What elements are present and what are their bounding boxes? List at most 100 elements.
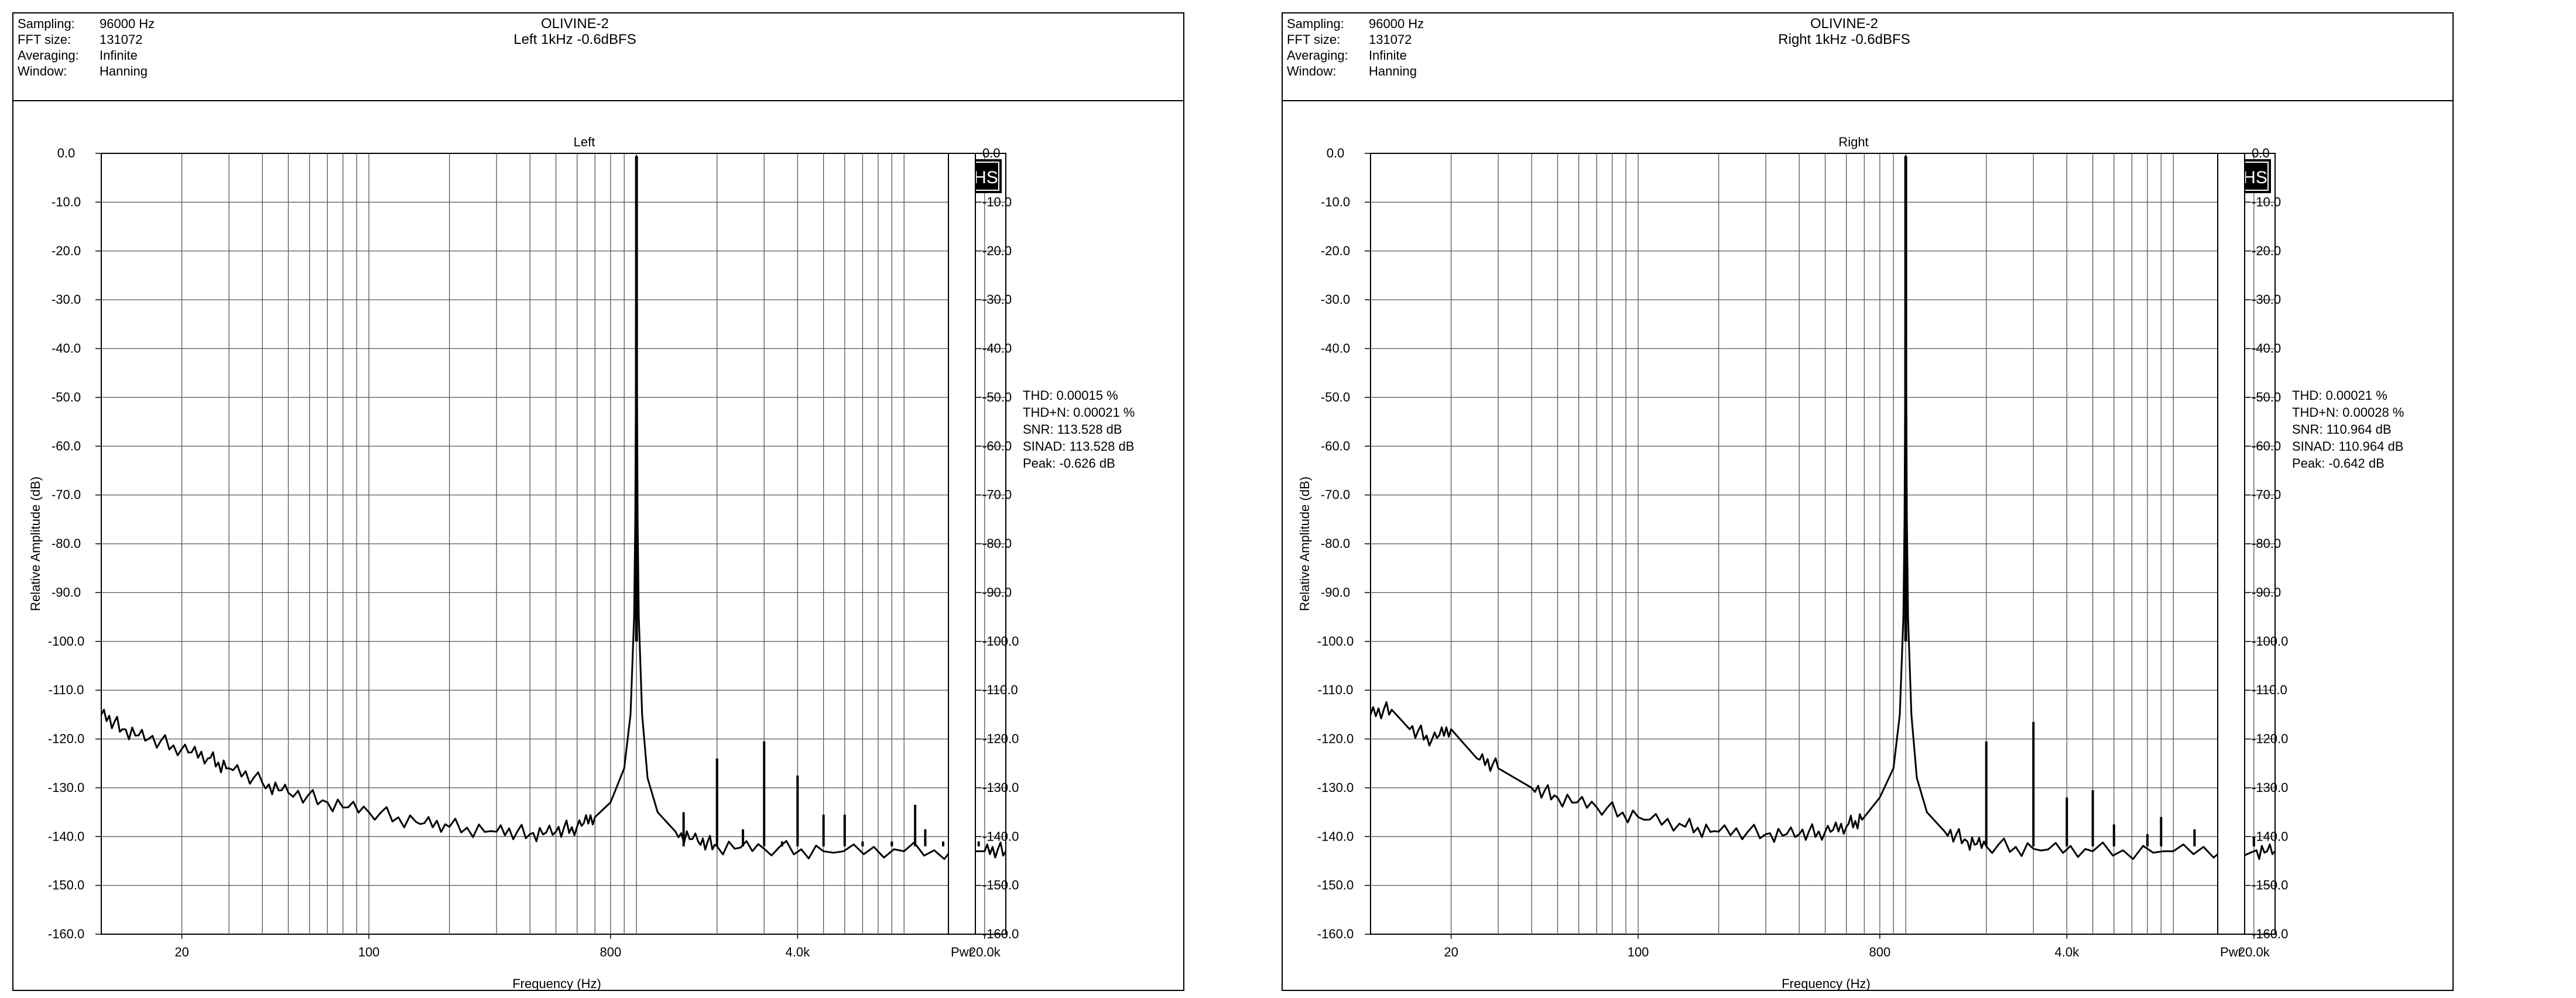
y-tick-label: -120.0 — [48, 732, 84, 746]
header-field-label: FFT size: — [18, 32, 71, 47]
header-field-value: Hanning — [100, 64, 148, 78]
y-tick-label: -20.0 — [52, 244, 81, 258]
pwr-tick-label: -160.0 — [2252, 927, 2288, 941]
y-tick-label: -150.0 — [48, 878, 84, 893]
measurement-stat: Peak: -0.642 dB — [2292, 456, 2385, 471]
x-tick-label: 20 — [174, 945, 189, 959]
y-tick-label: -20.0 — [1321, 244, 1350, 258]
y-tick-label: -140.0 — [48, 829, 84, 843]
y-tick-label: -140.0 — [1317, 829, 1354, 843]
spectrum-panel-left: Sampling: 96000 Hz FFT size: 131072 Averagin… — [12, 12, 1184, 991]
y-tick-label: -30.0 — [1321, 292, 1350, 307]
measurement-stat: THD+N: 0.00028 % — [2292, 405, 2404, 420]
y-tick-label: -70.0 — [52, 488, 81, 502]
pwr-label: Pwr — [2220, 945, 2242, 959]
y-tick-label: -90.0 — [52, 585, 81, 599]
y-tick-label: 0.0 — [1327, 146, 1345, 160]
pwr-label: Pwr — [951, 945, 973, 959]
x-tick-label: 100 — [358, 945, 380, 959]
pwr-tick-label: -20.0 — [982, 244, 1012, 258]
y-tick-label: -80.0 — [1321, 536, 1350, 551]
x-tick-label: 4.0k — [786, 945, 811, 959]
header-field-value: 96000 Hz — [1369, 16, 1424, 31]
spectrum-trace — [1369, 155, 2276, 860]
y-tick-label: -30.0 — [52, 292, 81, 307]
pwr-tick-label: -110.0 — [982, 683, 1018, 697]
header-title: OLIVINE-2 — [1810, 16, 1878, 32]
measurement-stat: SINAD: 110.964 dB — [2292, 439, 2403, 454]
y-tick-label: -160.0 — [1317, 927, 1354, 941]
header-field-value: 131072 — [100, 32, 142, 47]
y-tick-label: -70.0 — [1321, 488, 1350, 502]
measurement-stat: SINAD: 113.528 dB — [1023, 439, 1134, 454]
pwr-tick-label: 0.0 — [2252, 146, 2270, 160]
y-tick-label: -50.0 — [52, 390, 81, 404]
measurement-stat: THD: 0.00021 % — [2292, 388, 2387, 403]
measurement-stat: SNR: 113.528 dB — [1023, 422, 1122, 437]
pwr-tick-label: -130.0 — [2252, 780, 2288, 795]
pwr-tick-label: -80.0 — [2252, 536, 2281, 551]
pwr-tick-label: -150.0 — [982, 878, 1019, 893]
x-axis-label: Frequency (Hz) — [512, 976, 601, 991]
y-tick-label: -110.0 — [49, 683, 84, 697]
x-tick-label: 800 — [600, 945, 621, 959]
pwr-tick-label: -100.0 — [2252, 634, 2288, 649]
y-tick-label: -80.0 — [52, 536, 81, 551]
measurement-stat: THD+N: 0.00021 % — [1023, 405, 1135, 420]
pwr-tick-label: -120.0 — [982, 732, 1019, 746]
pwr-tick-label: -70.0 — [2252, 488, 2281, 502]
x-tick-label: 20.0k — [2238, 945, 2270, 959]
pwr-tick-label: -30.0 — [982, 292, 1012, 307]
header-field-label: Window: — [1287, 64, 1336, 78]
pwr-tick-label: -40.0 — [2252, 341, 2281, 356]
header-subtitle: Right 1kHz -0.6dBFS — [1778, 32, 1910, 47]
spectrum-trace — [100, 155, 1007, 860]
y-tick-label: -10.0 — [1321, 194, 1350, 209]
y-axis-label: Relative Amplitude (dB) — [28, 476, 43, 611]
x-tick-label: 20 — [1444, 945, 1458, 959]
pwr-tick-label: -60.0 — [2252, 438, 2281, 453]
y-tick-label: -40.0 — [52, 341, 81, 356]
header-field-value: Hanning — [1369, 64, 1417, 78]
pwr-tick-label: -50.0 — [2252, 390, 2281, 404]
pwr-tick-label: -50.0 — [982, 390, 1012, 404]
y-tick-label: -50.0 — [1321, 390, 1350, 404]
y-tick-label: -150.0 — [1317, 878, 1354, 893]
header-field-label: FFT size: — [1287, 32, 1340, 47]
measurement-stat: SNR: 110.964 dB — [2292, 422, 2392, 437]
pwr-tick-label: -90.0 — [2252, 585, 2281, 599]
pwr-tick-label: -80.0 — [982, 536, 1012, 551]
y-tick-label: -60.0 — [1321, 438, 1350, 453]
pwr-tick-label: -140.0 — [2252, 829, 2288, 843]
pwr-tick-label: -120.0 — [2252, 732, 2288, 746]
pwr-tick-label: -100.0 — [982, 634, 1019, 649]
spectrum-panel-right: Sampling: 96000 Hz FFT size: 131072 Averagin… — [1282, 12, 2454, 991]
y-axis-label: Relative Amplitude (dB) — [1297, 476, 1312, 611]
chart-title: Right — [1838, 135, 1868, 149]
measurement-stat: THD: 0.00015 % — [1023, 388, 1118, 403]
chart-title: Left — [574, 135, 595, 149]
panel-frame — [12, 12, 1184, 991]
y-tick-label: -100.0 — [48, 634, 84, 649]
pwr-tick-label: -140.0 — [982, 829, 1019, 843]
y-tick-label: -100.0 — [1317, 634, 1354, 649]
y-tick-label: -160.0 — [48, 927, 84, 941]
y-tick-label: -40.0 — [1321, 341, 1350, 356]
y-tick-label: -60.0 — [52, 438, 81, 453]
x-tick-label: 20.0k — [969, 945, 1001, 959]
header-field-value: Infinite — [100, 48, 138, 63]
pwr-tick-label: -60.0 — [982, 438, 1012, 453]
pwr-tick-label: -10.0 — [982, 194, 1012, 209]
x-tick-label: 100 — [1628, 945, 1649, 959]
y-tick-label: -130.0 — [48, 780, 84, 795]
pwr-tick-label: -110.0 — [2252, 683, 2287, 697]
pwr-tick-label: -10.0 — [2252, 194, 2281, 209]
header-field-value: 96000 Hz — [100, 16, 155, 31]
pwr-tick-label: -20.0 — [2252, 244, 2281, 258]
pwr-tick-label: -160.0 — [982, 927, 1019, 941]
panel-frame — [1282, 12, 2454, 991]
header-field-label: Sampling: — [1287, 16, 1344, 31]
header-field-value: Infinite — [1369, 48, 1407, 63]
header-field-value: 131072 — [1369, 32, 1412, 47]
